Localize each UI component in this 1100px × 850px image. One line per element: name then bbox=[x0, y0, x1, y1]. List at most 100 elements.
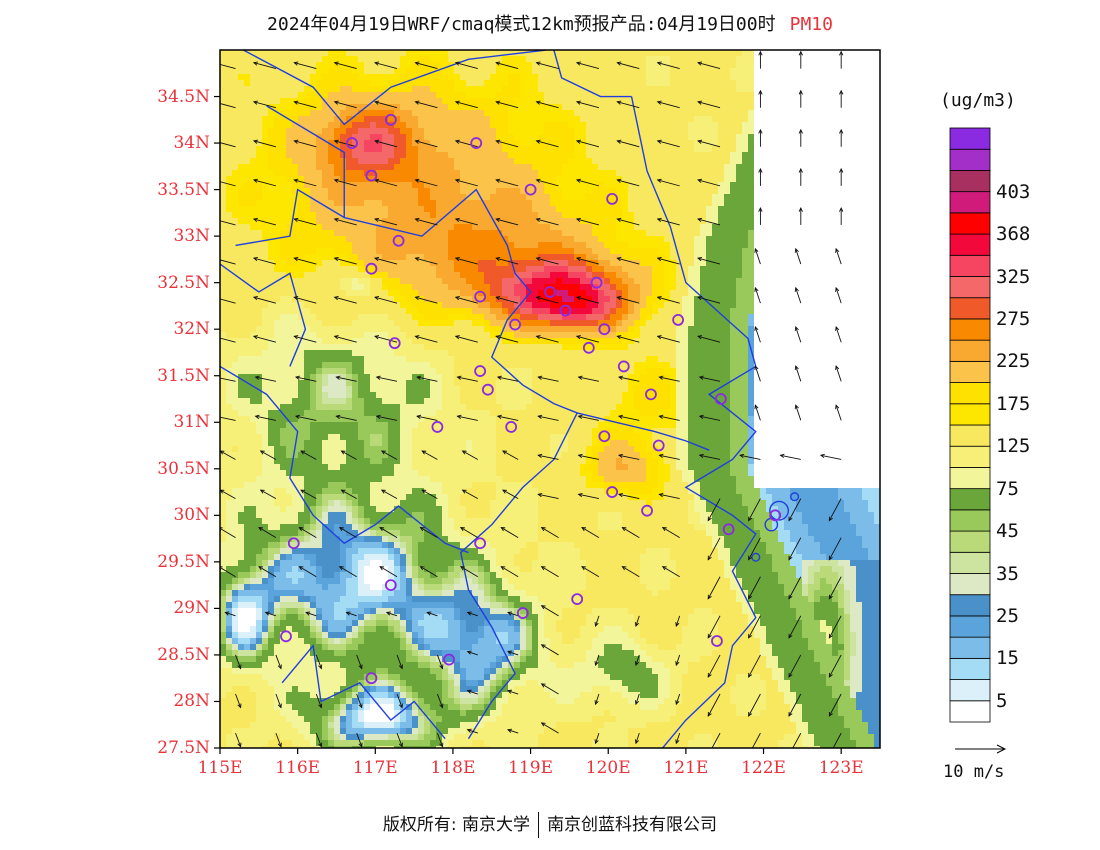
map-frame bbox=[219, 49, 881, 749]
colorbar-swatch bbox=[949, 679, 991, 702]
longitude-label: 118E bbox=[430, 758, 476, 778]
colorbar-swatch bbox=[949, 657, 991, 680]
longitude-label: 119E bbox=[508, 758, 554, 778]
latitude-label: 28.5N bbox=[157, 644, 210, 665]
station-marker bbox=[714, 393, 727, 405]
latitude-label: 31.5N bbox=[157, 365, 210, 386]
station-marker bbox=[346, 137, 358, 149]
station-marker bbox=[571, 593, 584, 605]
colorbar-label: 325 bbox=[996, 265, 1031, 288]
colorbar-label: 45 bbox=[996, 520, 1019, 543]
footer-company: 南京创蓝科技有限公司 bbox=[547, 815, 718, 835]
colorbar-swatch bbox=[949, 636, 991, 659]
colorbar-label: 125 bbox=[996, 435, 1031, 458]
station-marker bbox=[769, 509, 782, 522]
colorbar-swatch bbox=[949, 127, 991, 150]
colorbar-swatch bbox=[949, 488, 991, 511]
station-marker bbox=[672, 313, 685, 326]
station-marker bbox=[722, 523, 735, 536]
station-marker bbox=[280, 630, 292, 643]
colorbar-swatch bbox=[949, 509, 991, 532]
colorbar-swatch bbox=[949, 254, 991, 277]
colorbar-swatch bbox=[949, 530, 991, 553]
station-marker bbox=[544, 286, 556, 298]
colorbar-swatch bbox=[949, 403, 991, 426]
station-marker bbox=[652, 439, 665, 452]
colorbar-swatch bbox=[949, 170, 991, 193]
station-marker bbox=[474, 290, 487, 303]
colorbar-swatch bbox=[949, 360, 991, 383]
station-marker bbox=[606, 486, 619, 498]
latitude-label: 32N bbox=[173, 319, 210, 340]
station-marker bbox=[524, 183, 537, 196]
longitude-label: 122E bbox=[741, 758, 786, 778]
latitude-label: 27.5N bbox=[157, 738, 210, 758]
longitude-label: 123E bbox=[818, 758, 864, 778]
footer-separator bbox=[538, 812, 540, 838]
colorbar-label: 5 bbox=[996, 689, 1008, 712]
station-marker bbox=[641, 504, 653, 517]
colorbar-swatch bbox=[949, 424, 991, 447]
station-marker bbox=[509, 318, 521, 331]
colorbar-swatch bbox=[949, 382, 991, 405]
colorbar-label: 15 bbox=[996, 647, 1019, 670]
station-marker bbox=[474, 537, 487, 550]
longitude-label: 120E bbox=[585, 758, 631, 778]
colorbar-swatch bbox=[949, 594, 991, 617]
station-marker bbox=[431, 421, 444, 433]
station-marker bbox=[617, 360, 630, 373]
colorbar-swatch bbox=[949, 212, 991, 235]
longitude-label: 117E bbox=[352, 758, 398, 778]
colorbar-swatch bbox=[949, 191, 991, 214]
colorbar-swatch bbox=[949, 467, 991, 490]
station-marker bbox=[481, 383, 494, 396]
colorbar-swatch bbox=[949, 339, 991, 362]
station-marker bbox=[606, 193, 619, 205]
colorbar-unit: (ug/m3) bbox=[940, 90, 1016, 111]
station-marker bbox=[516, 607, 529, 619]
colorbar-label: 35 bbox=[996, 562, 1019, 585]
colorbar-swatch bbox=[949, 276, 991, 299]
station-marker bbox=[559, 304, 572, 317]
station-marker bbox=[365, 672, 378, 685]
longitude-label: 121E bbox=[663, 758, 709, 778]
colorbar-swatch bbox=[949, 573, 991, 596]
wind-reference-label: 10 m/s bbox=[943, 762, 1005, 782]
colorbar-label: 368 bbox=[996, 223, 1031, 246]
latitude-label: 30N bbox=[173, 505, 210, 526]
station-marker bbox=[443, 653, 455, 666]
colorbar-swatch bbox=[949, 297, 991, 320]
title-main: 2024年04月19日WRF/cmaq模式12km预报产品:04月19日00时 bbox=[267, 14, 776, 35]
latitude-label: 33.5N bbox=[157, 179, 210, 200]
longitude-label: 115E bbox=[197, 758, 243, 778]
colorbar-swatch bbox=[949, 700, 991, 723]
colorbar-swatch bbox=[949, 551, 991, 574]
station-marker bbox=[384, 579, 397, 592]
station-marker bbox=[598, 430, 611, 443]
station-marker bbox=[582, 341, 595, 354]
latitude-label: 29N bbox=[173, 598, 210, 619]
colorbar-label: 225 bbox=[996, 350, 1031, 373]
pollutant-label: PM10 bbox=[789, 14, 833, 35]
latitude-label: 29.5N bbox=[157, 551, 210, 572]
longitude-label: 116E bbox=[275, 758, 321, 778]
latitude-label: 31N bbox=[173, 412, 210, 433]
station-marker bbox=[598, 323, 611, 336]
station-marker bbox=[470, 137, 483, 149]
station-marker bbox=[590, 276, 603, 289]
colorbar-swatch bbox=[949, 318, 991, 341]
footer-owner: 版权所有: 南京大学 bbox=[382, 815, 531, 835]
colorbar-swatch bbox=[949, 233, 991, 256]
latitude-label: 28N bbox=[173, 691, 210, 712]
station-marker bbox=[474, 365, 487, 377]
colorbar-swatch bbox=[949, 445, 991, 468]
latitude-label: 32.5N bbox=[157, 272, 210, 293]
latitude-label: 30.5N bbox=[157, 458, 210, 479]
colorbar-swatch bbox=[949, 615, 991, 638]
latitude-label: 34.5N bbox=[157, 86, 210, 107]
station-marker bbox=[365, 262, 378, 275]
colorbar-swatch bbox=[949, 148, 991, 171]
map-title: 2024年04月19日WRF/cmaq模式12km预报产品:04月19日00时 P… bbox=[0, 10, 1100, 36]
latitude-label: 33N bbox=[173, 226, 210, 247]
